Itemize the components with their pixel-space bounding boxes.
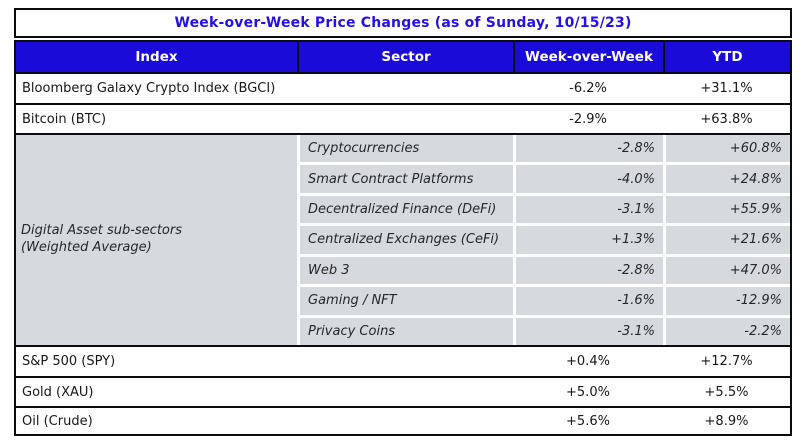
table-row: Oil (Crude) +5.6% +8.9% bbox=[16, 406, 790, 434]
row-wow-value: +5.6% bbox=[566, 413, 610, 429]
table-row: Smart Contract Platforms -4.0% +24.8% bbox=[300, 165, 790, 193]
row-ytd-value: +55.9% bbox=[666, 195, 790, 224]
table-row: Bitcoin (BTC) -2.9% +63.8% bbox=[16, 103, 790, 133]
row-sector-label: Gaming / NFT bbox=[300, 287, 513, 315]
row-ytd-value: +5.5% bbox=[704, 384, 749, 400]
row-wow-value: -3.1% bbox=[516, 195, 663, 224]
price-changes-table: Week-over-Week Price Changes (as of Sund… bbox=[14, 8, 792, 436]
table-row: S&P 500 (SPY) +0.4% +12.7% bbox=[16, 345, 790, 376]
row-ytd-value: +12.7% bbox=[700, 354, 753, 369]
row-sector-label: Centralized Exchanges (CeFi) bbox=[300, 226, 513, 254]
row-wow-value: -3.1% bbox=[516, 317, 663, 345]
table-row: Decentralized Finance (DeFi) -3.1% +55.9… bbox=[300, 195, 790, 224]
table-title: Week-over-Week Price Changes (as of Sund… bbox=[174, 15, 632, 31]
row-sector-label: Cryptocurrencies bbox=[300, 135, 513, 163]
table-row: Privacy Coins -3.1% -2.2% bbox=[300, 317, 790, 345]
row-wow-value: -6.2% bbox=[569, 81, 607, 96]
row-wow-value: +1.3% bbox=[516, 226, 663, 254]
row-wow-value: -1.6% bbox=[516, 287, 663, 315]
header-cell-wow: Week-over-Week bbox=[513, 42, 663, 72]
row-sector-label: Decentralized Finance (DeFi) bbox=[300, 195, 513, 224]
table-body: Index Sector Week-over-Week YTD Bloomber… bbox=[14, 40, 792, 436]
subsector-rows: Cryptocurrencies -2.8% +60.8% Smart Cont… bbox=[300, 135, 790, 345]
row-wow-value: -2.8% bbox=[516, 256, 663, 285]
header-row: Index Sector Week-over-Week YTD bbox=[16, 42, 790, 72]
header-cell-ytd: YTD bbox=[663, 42, 790, 72]
subsector-group: Digital Asset sub-sectors (Weighted Aver… bbox=[16, 133, 790, 345]
table-row: Gaming / NFT -1.6% -12.9% bbox=[300, 287, 790, 315]
row-wow-value: -2.9% bbox=[569, 111, 607, 127]
row-ytd-value: +63.8% bbox=[700, 111, 753, 127]
row-ytd-value: +47.0% bbox=[666, 256, 790, 285]
row-ytd-value: +24.8% bbox=[666, 165, 790, 193]
row-index-label: Oil (Crude) bbox=[22, 413, 93, 429]
row-ytd-value: -2.2% bbox=[666, 317, 790, 345]
header-cell-sector: Sector bbox=[297, 42, 513, 72]
row-index-label: Bloomberg Galaxy Crypto Index (BGCI) bbox=[22, 81, 276, 96]
table-row: Bloomberg Galaxy Crypto Index (BGCI) -6.… bbox=[16, 72, 790, 103]
header-cell-index: Index bbox=[135, 49, 178, 65]
row-sector-label: Smart Contract Platforms bbox=[300, 165, 513, 193]
table-row: Cryptocurrencies -2.8% +60.8% bbox=[300, 135, 790, 163]
row-ytd-value: +31.1% bbox=[700, 81, 753, 96]
row-index-label: Gold (XAU) bbox=[22, 384, 94, 400]
row-wow-value: +0.4% bbox=[566, 354, 610, 369]
row-index-label: S&P 500 (SPY) bbox=[22, 354, 116, 369]
row-ytd-value: +8.9% bbox=[704, 413, 749, 429]
row-ytd-value: +21.6% bbox=[666, 226, 790, 254]
row-ytd-value: +60.8% bbox=[666, 135, 790, 163]
row-index-label: Bitcoin (BTC) bbox=[22, 111, 107, 127]
row-wow-value: +5.0% bbox=[566, 384, 610, 400]
subsector-group-label-line1: Digital Asset sub-sectors bbox=[21, 223, 183, 239]
table-title-bar: Week-over-Week Price Changes (as of Sund… bbox=[14, 8, 792, 38]
row-wow-value: -2.8% bbox=[516, 135, 663, 163]
row-sector-label: Privacy Coins bbox=[300, 317, 513, 345]
table-row: Centralized Exchanges (CeFi) +1.3% +21.6… bbox=[300, 226, 790, 254]
subsector-group-label-line2: (Weighted Average) bbox=[21, 240, 152, 255]
table-row: Web 3 -2.8% +47.0% bbox=[300, 256, 790, 285]
table-row: Gold (XAU) +5.0% +5.5% bbox=[16, 376, 790, 406]
row-wow-value: -4.0% bbox=[516, 165, 663, 193]
subsector-group-label: Digital Asset sub-sectors (Weighted Aver… bbox=[16, 135, 297, 345]
row-sector-label: Web 3 bbox=[300, 256, 513, 285]
row-ytd-value: -12.9% bbox=[666, 287, 790, 315]
